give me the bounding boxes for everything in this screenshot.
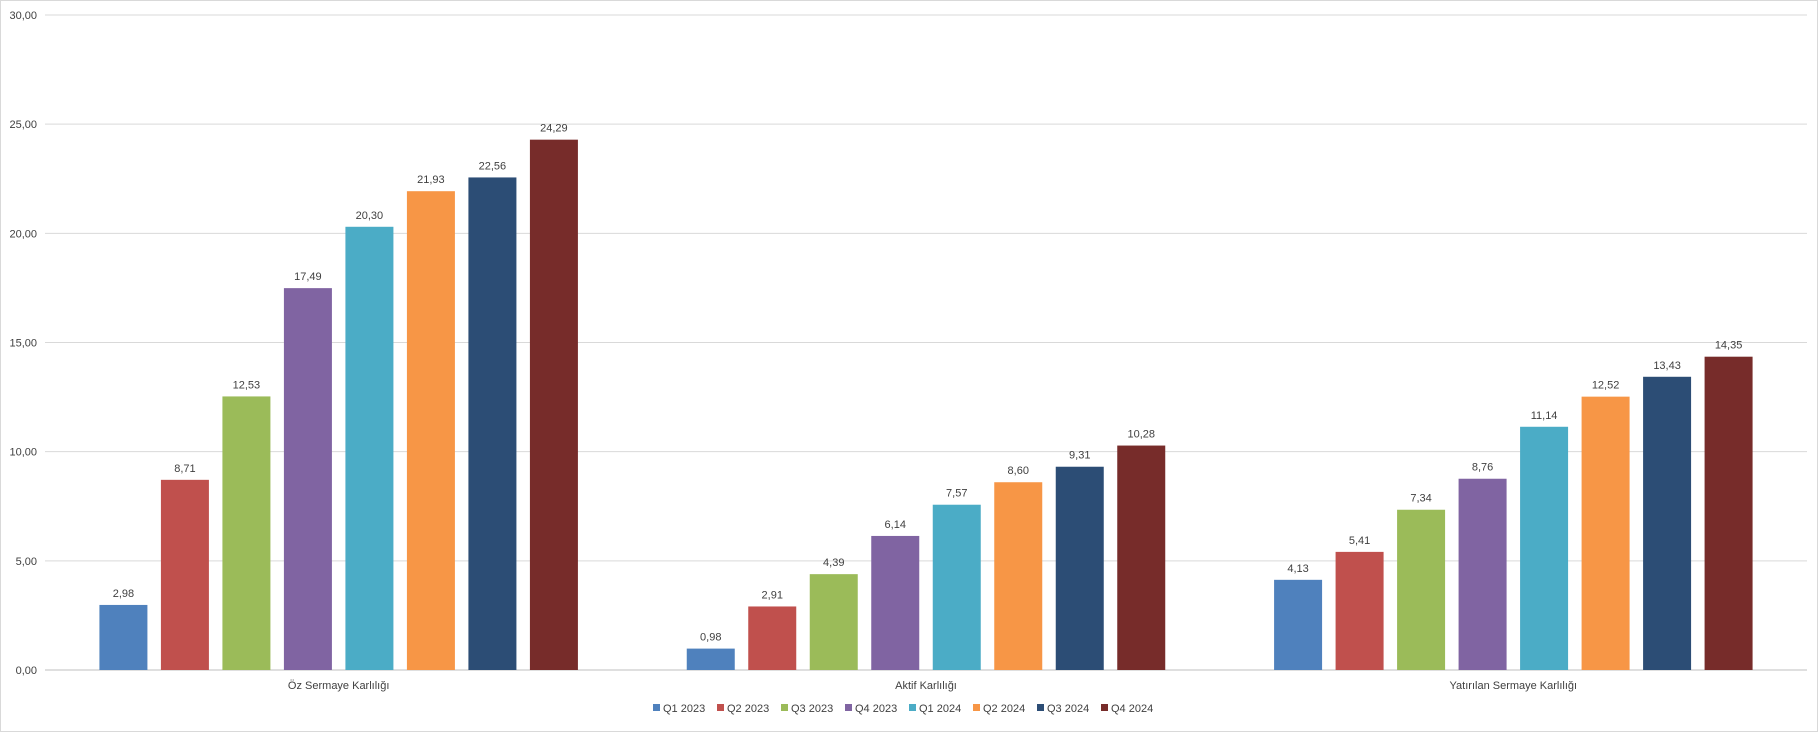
y-tick-label: 5,00	[16, 556, 37, 568]
y-tick-label: 10,00	[9, 447, 37, 459]
data-label: 8,71	[174, 463, 195, 475]
data-label: 0,98	[700, 632, 721, 644]
bar	[99, 604, 148, 670]
legend-item: Q4 2023	[845, 703, 897, 715]
data-labels: 2,98 8,71 12,53 17,49 20,30 21,93 22,56 24,29 0,…	[113, 123, 1743, 644]
category-label: Yatırılan Sermaye Karlılığı	[1450, 680, 1578, 692]
legend-swatch	[973, 704, 980, 711]
legend-item: Q2 2023	[717, 703, 769, 715]
legend-label: Q1 2023	[663, 703, 705, 715]
bar	[1397, 509, 1446, 670]
data-label: 12,53	[233, 379, 261, 391]
bar	[160, 479, 209, 670]
bar	[1520, 426, 1569, 670]
data-label: 13,43	[1653, 360, 1681, 372]
gridlines	[45, 14, 1807, 671]
data-label: 8,60	[1008, 465, 1029, 477]
legend-item: Q3 2024	[1037, 703, 1089, 715]
bar	[748, 606, 797, 670]
data-label: 14,35	[1715, 340, 1743, 352]
legend-item: Q3 2023	[781, 703, 833, 715]
data-label: 6,14	[885, 519, 906, 531]
legend: Q1 2023 Q2 2023 Q3 2023 Q4 2023 Q1 2024 Q2 20…	[653, 703, 1153, 715]
y-tick-label: 15,00	[9, 338, 37, 350]
data-label: 22,56	[479, 160, 507, 172]
y-tick-label: 25,00	[9, 119, 37, 131]
legend-swatch	[781, 704, 788, 711]
bar	[871, 535, 920, 670]
category-labels: Öz Sermaye Karlılığı Aktif Karlılığı Yatır…	[288, 680, 1577, 692]
data-label: 10,28	[1127, 429, 1155, 441]
legend-label: Q3 2023	[791, 703, 833, 715]
legend-label: Q2 2023	[727, 703, 769, 715]
y-tick-label: 20,00	[9, 228, 37, 240]
legend-label: Q4 2024	[1111, 703, 1153, 715]
data-label: 4,39	[823, 557, 844, 569]
legend-item: Q1 2024	[909, 703, 961, 715]
bar	[1458, 478, 1507, 670]
legend-swatch	[845, 704, 852, 711]
bar	[283, 288, 332, 670]
bar	[809, 574, 858, 670]
legend-swatch	[909, 704, 916, 711]
data-label: 9,31	[1069, 450, 1090, 462]
y-tick-label: 30,00	[9, 10, 37, 22]
data-label: 8,76	[1472, 462, 1493, 474]
y-tick-label: 0,00	[16, 665, 37, 677]
data-label: 17,49	[294, 271, 322, 283]
bar	[1643, 376, 1692, 670]
data-label: 12,52	[1592, 380, 1620, 392]
bar	[1335, 551, 1384, 670]
legend-swatch	[717, 704, 724, 711]
category-label: Aktif Karlılığı	[895, 680, 957, 692]
category-label: Öz Sermaye Karlılığı	[288, 680, 389, 692]
legend-item: Q4 2024	[1101, 703, 1153, 715]
bar	[468, 177, 517, 670]
data-label: 24,29	[540, 123, 568, 135]
data-label: 2,98	[113, 588, 134, 600]
data-label: 7,34	[1410, 493, 1431, 505]
bar	[406, 191, 455, 670]
data-label: 11,14	[1531, 410, 1558, 422]
bars	[99, 139, 1753, 671]
legend-swatch	[653, 704, 660, 711]
bar	[1055, 466, 1104, 670]
data-label: 5,41	[1349, 535, 1370, 547]
bar	[1117, 445, 1166, 670]
bar	[529, 139, 578, 670]
legend-label: Q2 2024	[983, 703, 1025, 715]
data-label: 21,93	[417, 174, 445, 186]
bar	[345, 226, 394, 671]
data-label: 7,57	[946, 488, 967, 500]
legend-swatch	[1101, 704, 1108, 711]
bar	[994, 482, 1043, 670]
bar	[686, 648, 735, 670]
bar	[1274, 579, 1323, 670]
y-axis-tick-labels: 0,00 5,00 10,00 15,00 20,00 25,00 30,00	[9, 10, 37, 677]
legend-label: Q3 2024	[1047, 703, 1089, 715]
legend-item: Q2 2024	[973, 703, 1025, 715]
data-label: 2,91	[762, 589, 783, 601]
legend-item: Q1 2023	[653, 703, 705, 715]
data-label: 4,13	[1287, 563, 1308, 575]
legend-label: Q1 2024	[919, 703, 961, 715]
bar	[1581, 396, 1630, 670]
bar	[932, 504, 981, 670]
legend-label: Q4 2023	[855, 703, 897, 715]
data-label: 20,30	[356, 210, 384, 222]
legend-swatch	[1037, 704, 1044, 711]
bar	[1704, 356, 1753, 670]
bar	[222, 396, 271, 670]
